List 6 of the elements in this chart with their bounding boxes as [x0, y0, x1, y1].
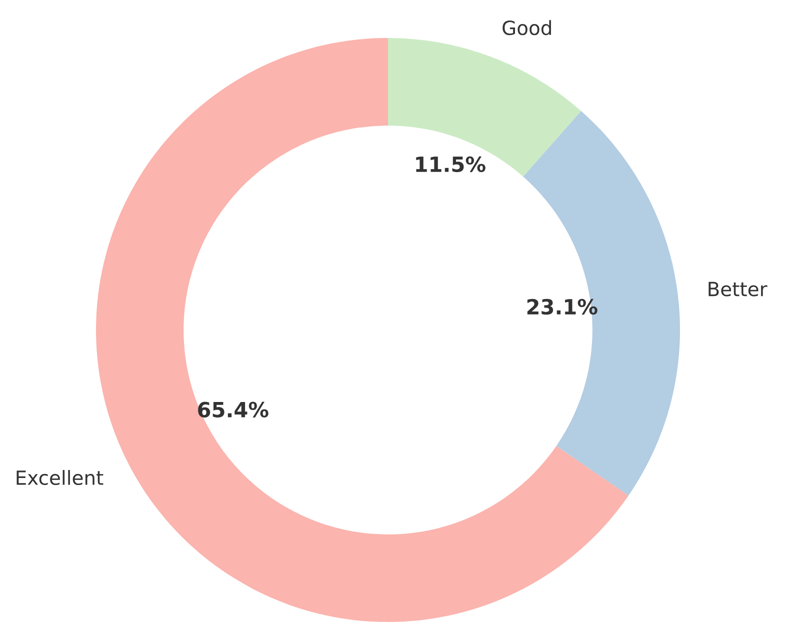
- slice-label: Good: [502, 20, 551, 36]
- slice-label: Better: [708, 282, 768, 296]
- data-label: 23.1%: [527, 298, 598, 315]
- data-label: 65.4%: [198, 402, 268, 418]
- slice-label: Excellent: [16, 470, 104, 486]
- data-label: 11.5%: [416, 156, 486, 172]
